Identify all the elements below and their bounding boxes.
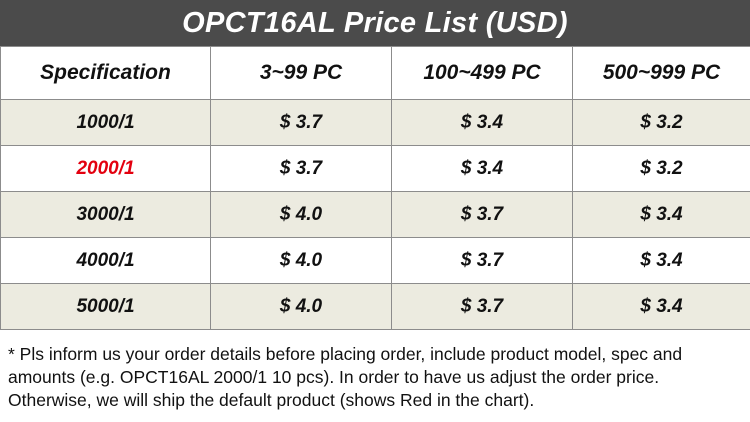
spec-cell: 1000/1: [0, 99, 211, 146]
page-title: OPCT16AL Price List (USD): [0, 0, 750, 46]
spec-cell: 4000/1: [0, 237, 211, 284]
column-header-tier-2: 100~499 PC: [391, 46, 573, 100]
column-header-tier-1: 3~99 PC: [210, 46, 392, 100]
price-cell: $ 3.7: [210, 145, 392, 192]
column-header-specification: Specification: [0, 46, 211, 100]
spec-cell: 3000/1: [0, 191, 211, 238]
price-cell: $ 4.0: [210, 191, 392, 238]
order-note: * Pls inform us your order details befor…: [8, 344, 683, 410]
price-cell: $ 3.4: [572, 283, 750, 330]
table-row: 2000/1 $ 3.7 $ 3.4 $ 3.2: [0, 145, 750, 192]
spec-cell: 5000/1: [0, 283, 211, 330]
table-header-row: Specification 3~99 PC 100~499 PC 500~999…: [0, 46, 750, 100]
column-header-tier-3: 500~999 PC: [572, 46, 750, 100]
price-cell: $ 3.7: [391, 191, 573, 238]
price-cell: $ 3.7: [391, 283, 573, 330]
price-cell: $ 3.2: [572, 99, 750, 146]
price-table: Specification 3~99 PC 100~499 PC 500~999…: [0, 46, 750, 330]
price-cell: $ 3.4: [572, 191, 750, 238]
price-cell: $ 4.0: [210, 283, 392, 330]
table-row: 1000/1 $ 3.7 $ 3.4 $ 3.2: [0, 99, 750, 146]
table-row: 4000/1 $ 4.0 $ 3.7 $ 3.4: [0, 237, 750, 284]
price-cell: $ 3.4: [391, 145, 573, 192]
price-cell: $ 3.2: [572, 145, 750, 192]
price-cell: $ 3.4: [391, 99, 573, 146]
price-cell: $ 3.7: [210, 99, 392, 146]
price-cell: $ 3.4: [572, 237, 750, 284]
table-row: 5000/1 $ 4.0 $ 3.7 $ 3.4: [0, 283, 750, 330]
price-cell: $ 4.0: [210, 237, 392, 284]
table-row: 3000/1 $ 4.0 $ 3.7 $ 3.4: [0, 191, 750, 238]
spec-cell-default: 2000/1: [0, 145, 211, 192]
price-cell: $ 3.7: [391, 237, 573, 284]
